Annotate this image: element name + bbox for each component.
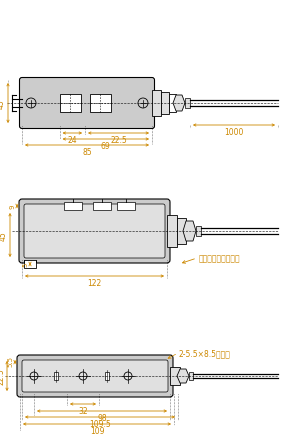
Bar <box>64 203 82 210</box>
Text: 5.5: 5.5 <box>7 355 13 366</box>
FancyBboxPatch shape <box>22 360 168 392</box>
Bar <box>117 203 135 210</box>
Bar <box>189 372 193 380</box>
Bar <box>161 93 169 115</box>
Text: 122: 122 <box>87 278 102 287</box>
Text: 109: 109 <box>90 426 104 434</box>
Polygon shape <box>177 369 189 383</box>
Text: 45: 45 <box>0 230 8 240</box>
FancyBboxPatch shape <box>20 78 154 129</box>
Text: 109.5: 109.5 <box>89 419 111 428</box>
Bar <box>196 227 201 237</box>
Bar <box>167 216 177 247</box>
Bar <box>152 91 161 117</box>
Polygon shape <box>183 221 196 241</box>
FancyBboxPatch shape <box>17 355 173 397</box>
Bar <box>177 218 186 244</box>
Bar <box>24 260 36 268</box>
Bar <box>54 372 58 380</box>
Text: サポートブラケット: サポートブラケット <box>199 254 241 263</box>
Text: 24: 24 <box>68 136 77 145</box>
Text: 9: 9 <box>9 204 15 209</box>
Bar <box>170 367 180 385</box>
Text: 85: 85 <box>82 148 92 157</box>
Bar <box>93 203 111 210</box>
Text: 1000: 1000 <box>224 128 244 137</box>
Bar <box>60 95 81 113</box>
Bar <box>105 372 109 380</box>
FancyBboxPatch shape <box>24 204 165 258</box>
Bar <box>169 95 176 113</box>
Text: 22.5: 22.5 <box>0 368 5 385</box>
Text: 98: 98 <box>97 413 107 422</box>
Bar <box>89 95 110 113</box>
Text: 5: 5 <box>22 262 28 266</box>
Text: 32: 32 <box>78 406 88 415</box>
Text: 22.5: 22.5 <box>110 136 127 145</box>
Text: 45: 45 <box>0 99 6 108</box>
Text: 69: 69 <box>101 141 111 151</box>
Text: 2-5.5×8.5取付穴: 2-5.5×8.5取付穴 <box>178 349 230 358</box>
FancyBboxPatch shape <box>19 200 170 263</box>
Bar <box>185 99 190 109</box>
Polygon shape <box>173 96 185 112</box>
